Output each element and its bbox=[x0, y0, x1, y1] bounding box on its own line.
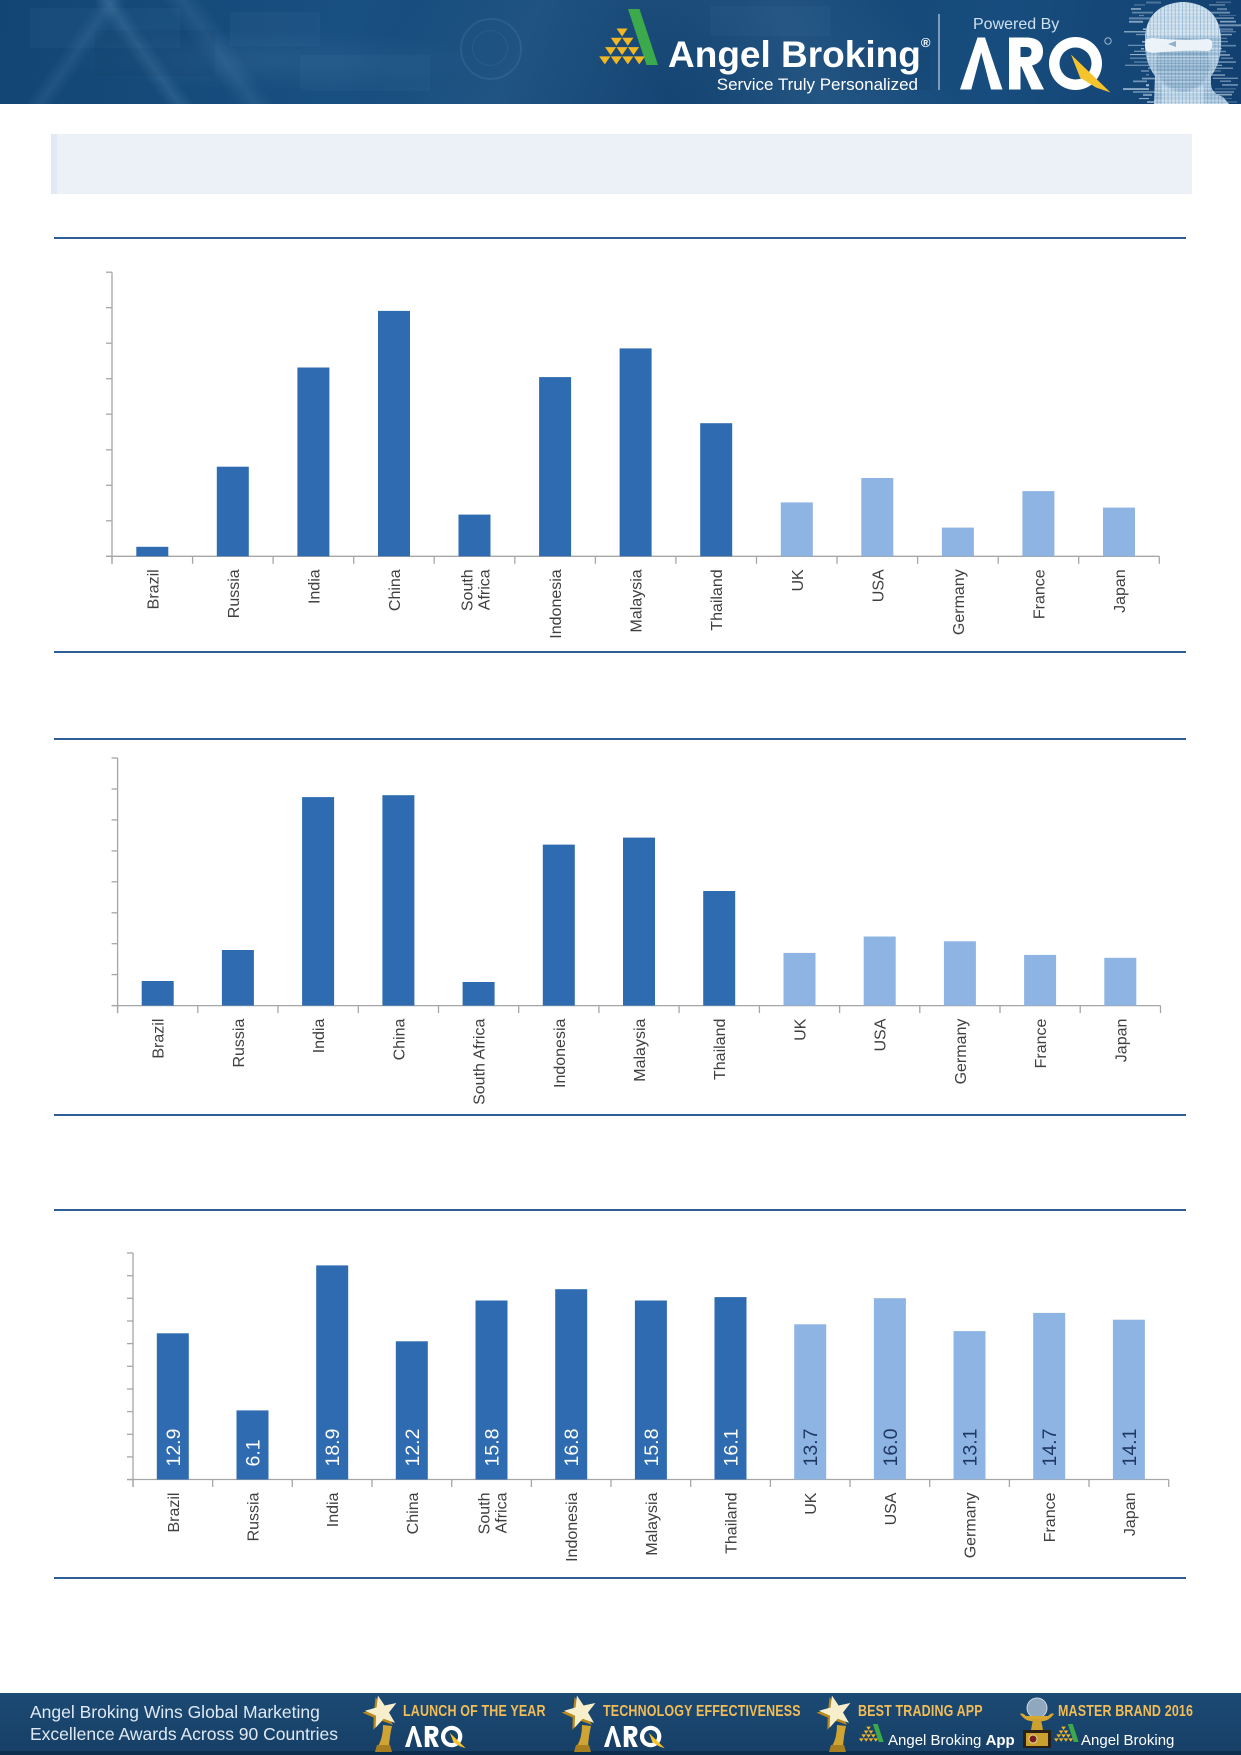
svg-text:Indonesia: Indonesia bbox=[564, 1492, 581, 1561]
svg-text:Japan: Japan bbox=[1122, 1493, 1139, 1537]
svg-text:16.1: 16.1 bbox=[721, 1429, 743, 1467]
svg-text:13.1: 13.1 bbox=[960, 1429, 982, 1467]
svg-text:Germany: Germany bbox=[963, 1493, 980, 1559]
svg-text:Russia: Russia bbox=[231, 1018, 248, 1067]
svg-text:UK: UK bbox=[803, 1492, 820, 1515]
svg-text:14.7: 14.7 bbox=[1039, 1429, 1061, 1467]
svg-text:Brazil: Brazil bbox=[145, 569, 162, 609]
svg-text:UK: UK bbox=[790, 569, 807, 592]
svg-text:16.8: 16.8 bbox=[561, 1429, 583, 1467]
svg-text:14.1: 14.1 bbox=[1119, 1429, 1141, 1467]
svg-text:Russia: Russia bbox=[246, 1492, 263, 1541]
svg-text:Africa: Africa bbox=[494, 1492, 511, 1533]
svg-text:USA: USA bbox=[873, 1018, 890, 1051]
svg-text:Thailand: Thailand bbox=[709, 569, 726, 630]
svg-text:Indonesia: Indonesia bbox=[548, 569, 565, 638]
svg-text:Malaysia: Malaysia bbox=[632, 1019, 649, 1082]
svg-text:12.9: 12.9 bbox=[163, 1429, 185, 1467]
svg-text:South Africa: South Africa bbox=[472, 1019, 489, 1105]
svg-text:Russia: Russia bbox=[226, 569, 243, 618]
svg-text:Thailand: Thailand bbox=[712, 1019, 729, 1080]
svg-text:China: China bbox=[387, 569, 404, 611]
svg-text:India: India bbox=[306, 569, 323, 604]
svg-text:India: India bbox=[311, 1019, 328, 1054]
svg-text:China: China bbox=[391, 1019, 408, 1061]
svg-text:UK: UK bbox=[793, 1018, 810, 1041]
svg-text:12.2: 12.2 bbox=[402, 1429, 424, 1467]
svg-text:South: South bbox=[477, 1493, 494, 1535]
svg-text:Malaysia: Malaysia bbox=[644, 1492, 661, 1555]
svg-text:France: France bbox=[1042, 1492, 1059, 1542]
svg-text:Japan: Japan bbox=[1112, 569, 1129, 613]
svg-text:16.0: 16.0 bbox=[880, 1428, 902, 1466]
svg-text:France: France bbox=[1031, 569, 1048, 619]
svg-text:6.1: 6.1 bbox=[243, 1439, 265, 1466]
svg-text:USA: USA bbox=[883, 1492, 900, 1525]
svg-text:Germany: Germany bbox=[953, 1019, 970, 1085]
svg-text:Brazil: Brazil bbox=[166, 1493, 183, 1533]
svg-text:15.8: 15.8 bbox=[641, 1429, 663, 1467]
svg-text:Africa: Africa bbox=[477, 569, 494, 610]
svg-text:France: France bbox=[1033, 1018, 1050, 1068]
svg-text:Brazil: Brazil bbox=[151, 1019, 168, 1059]
svg-text:USA: USA bbox=[870, 569, 887, 602]
svg-text:South: South bbox=[460, 569, 477, 611]
svg-text:18.9: 18.9 bbox=[322, 1429, 344, 1467]
svg-text:13.7: 13.7 bbox=[800, 1429, 822, 1467]
svg-text:Japan: Japan bbox=[1113, 1019, 1130, 1063]
svg-text:India: India bbox=[325, 1492, 342, 1527]
svg-text:Indonesia: Indonesia bbox=[552, 1018, 569, 1087]
svg-text:Malaysia: Malaysia bbox=[629, 569, 646, 632]
svg-text:Thailand: Thailand bbox=[724, 1493, 741, 1554]
svg-text:Germany: Germany bbox=[951, 569, 968, 635]
svg-text:China: China bbox=[405, 1492, 422, 1534]
svg-text:15.8: 15.8 bbox=[482, 1429, 504, 1467]
